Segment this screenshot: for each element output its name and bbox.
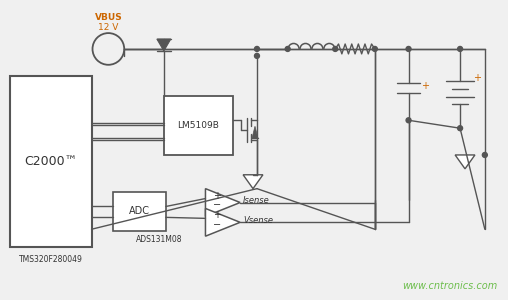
Circle shape — [406, 118, 411, 123]
Text: C2000™: C2000™ — [24, 155, 77, 168]
Bar — [113, 192, 166, 231]
Bar — [164, 95, 233, 155]
Polygon shape — [205, 189, 240, 216]
Circle shape — [255, 46, 260, 51]
Text: Vsense: Vsense — [243, 216, 273, 225]
Text: www.cntronics.com: www.cntronics.com — [402, 281, 498, 291]
Text: +: + — [213, 190, 221, 200]
Circle shape — [333, 46, 338, 51]
Text: VBUS: VBUS — [94, 13, 122, 22]
Circle shape — [458, 126, 463, 131]
Bar — [10, 76, 91, 247]
Polygon shape — [455, 155, 475, 169]
Text: LM5109B: LM5109B — [178, 121, 219, 130]
Text: −: − — [213, 220, 221, 230]
Text: ADC: ADC — [129, 206, 150, 216]
Circle shape — [372, 46, 377, 51]
Polygon shape — [205, 208, 240, 236]
Circle shape — [285, 46, 290, 51]
Circle shape — [255, 53, 260, 58]
Text: Isense: Isense — [243, 196, 270, 205]
Text: +: + — [422, 81, 429, 91]
Circle shape — [483, 152, 487, 158]
Text: 12 V: 12 V — [98, 23, 118, 32]
Polygon shape — [252, 126, 258, 138]
Circle shape — [458, 46, 463, 51]
Polygon shape — [157, 39, 171, 51]
Circle shape — [406, 46, 411, 51]
Polygon shape — [243, 175, 263, 189]
Text: ADS131M08: ADS131M08 — [136, 235, 183, 244]
Text: +: + — [213, 210, 221, 220]
Text: +: + — [473, 73, 481, 83]
Text: −: − — [213, 200, 221, 211]
Text: TMS320F280049: TMS320F280049 — [19, 255, 83, 264]
